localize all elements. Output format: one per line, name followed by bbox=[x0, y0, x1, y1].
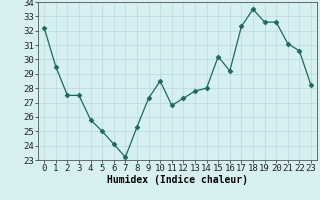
X-axis label: Humidex (Indice chaleur): Humidex (Indice chaleur) bbox=[107, 175, 248, 185]
